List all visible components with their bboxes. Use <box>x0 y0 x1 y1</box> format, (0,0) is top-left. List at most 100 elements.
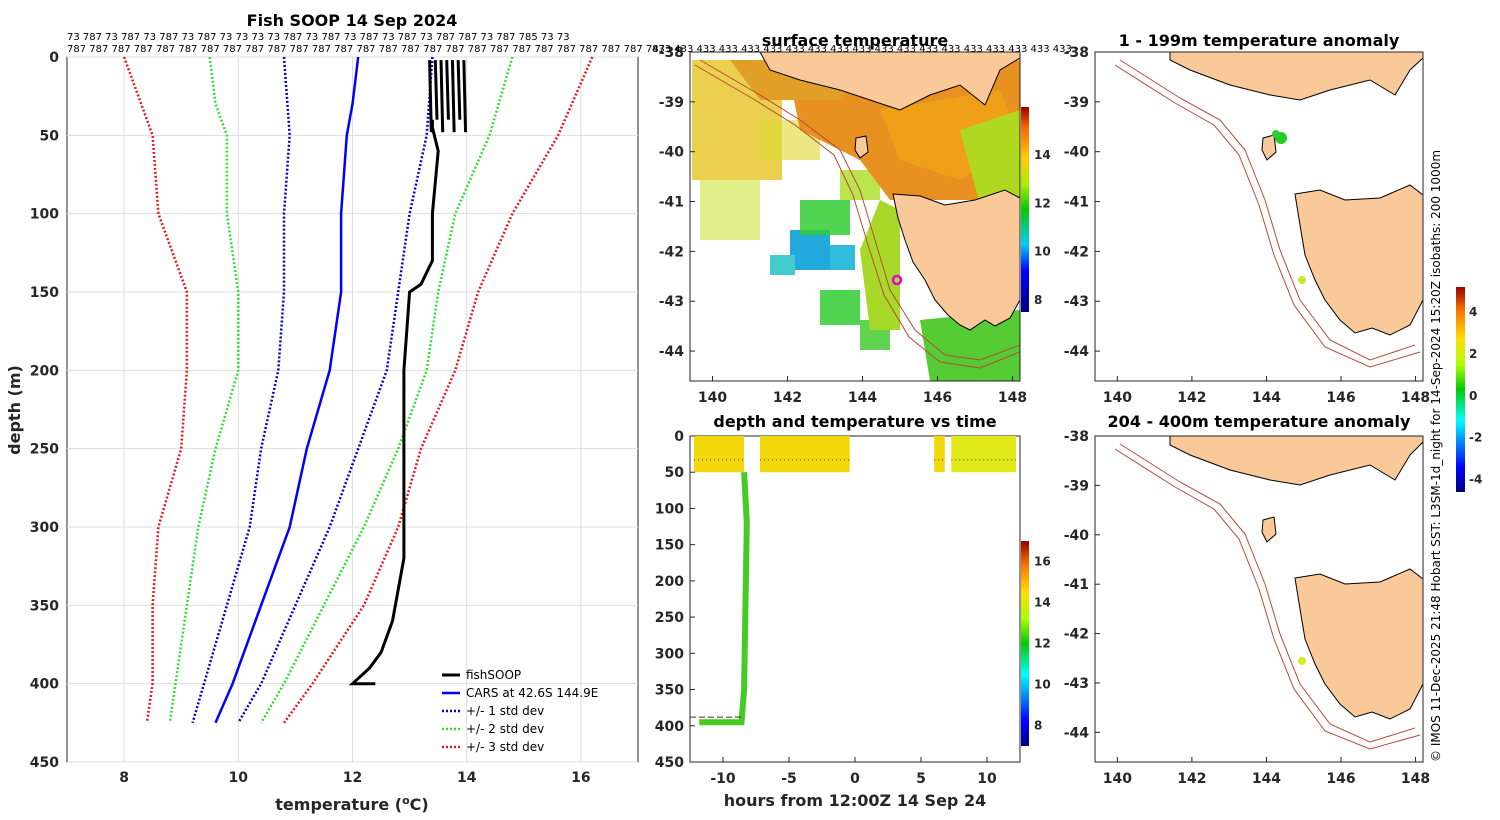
anom2-tasmania <box>1294 568 1424 720</box>
profile-xtick-label: 12 <box>343 770 362 786</box>
profile-xtick-label: 10 <box>229 770 249 786</box>
colorbar-tick-label: 10 <box>1034 678 1051 692</box>
map-ytick-label: -41 <box>1064 195 1089 211</box>
profile-fish-surface-trace <box>462 60 468 133</box>
colorbar-tick-label: 14 <box>1034 148 1051 162</box>
sst-isobath-1000 <box>694 64 1020 369</box>
anom1-isobath-200 <box>1119 59 1416 361</box>
map-xtick-label: 140 <box>698 390 727 406</box>
map-ytick-label: -40 <box>1064 145 1090 161</box>
sst-bass-strait-east <box>960 110 1020 205</box>
anom1-isobath-1000 <box>1114 64 1421 368</box>
time-colorbar-ticks: 8 10 12 14 16 <box>1034 555 1051 733</box>
sst-top-labels: 433 433 433 433 433 433 433 433 433 433 … <box>652 44 1072 55</box>
sst-field <box>692 52 1020 381</box>
sst-ticks: 140 142 144 146 148 -38 -39 -40 -41 -42 -43 -44 <box>659 45 1027 406</box>
profile-panel: 8 10 12 14 16 0 50 100 150 200 250 300 350 400 450 Fis… <box>5 11 665 814</box>
time-xtick-label: 5 <box>916 771 926 787</box>
time-title: depth and temperature vs time <box>713 412 996 431</box>
map-xtick-label: 140 <box>1103 771 1132 787</box>
map-ytick-label: -44 <box>659 344 685 360</box>
sst-west-coast-strip <box>860 200 900 330</box>
anom1-point-station <box>1298 276 1306 284</box>
map-ytick-label: -43 <box>1064 676 1089 692</box>
anom1-ticks: 140 142 144 146 148 -38 -39 -40 -41 -42 -43 -44 <box>1064 45 1430 406</box>
profile-line-cars <box>214 56 360 724</box>
profile-xtick-label: 8 <box>119 770 129 786</box>
sst-green-patch <box>800 200 850 235</box>
sst-tasmania <box>892 189 1020 331</box>
map-xtick-label: 146 <box>1326 771 1355 787</box>
anom2-point-station <box>1298 657 1306 665</box>
anom1-tasmania <box>1294 184 1424 336</box>
map-xtick-label: 148 <box>1401 771 1430 787</box>
map-xtick-label: 144 <box>1252 771 1281 787</box>
sst-green-patch-2 <box>820 290 860 325</box>
time-xtick-label: -10 <box>710 771 736 787</box>
profile-fish-surface-trace <box>439 60 445 133</box>
profile-ytick-label: 400 <box>30 677 59 693</box>
profile-legend: fishSOOP CARS at 42.6S 144.9E +/- 1 std … <box>442 668 598 754</box>
time-ytick-label: 250 <box>655 610 684 626</box>
map-ytick-label: -39 <box>659 95 684 111</box>
sst-cold-patch <box>790 230 830 270</box>
map-xtick-label: 142 <box>773 390 802 406</box>
profile-series <box>122 56 594 724</box>
colorbar-tick-label: 8 <box>1034 293 1042 307</box>
profile-ticks: 8 10 12 14 16 0 50 100 150 200 250 300 350 400 450 <box>30 50 591 786</box>
map-xtick-label: 146 <box>1326 390 1355 406</box>
anom-colorbar <box>1456 287 1465 492</box>
map-ytick-label: -43 <box>659 294 684 310</box>
sst-west-patch-2 <box>700 180 760 240</box>
colorbar-tick-label: 8 <box>1034 719 1042 733</box>
colorbar-tick-label: 10 <box>1034 245 1051 259</box>
profile-fish-surface-trace <box>456 60 462 120</box>
sst-panel: 140 142 144 146 148-38-39-40-41-42-43-44 sur… <box>652 31 1072 406</box>
map-xtick-label: 144 <box>848 390 877 406</box>
profile-line-minus3 <box>122 56 189 723</box>
anom1-point-bass-2 <box>1272 130 1280 138</box>
time-surface-segment <box>693 436 745 473</box>
anom1-title: 1 - 199m temperature anomaly <box>1119 31 1400 50</box>
anom1-panel: 140 142 144 146 148 -38 -39 -40 -41 -42 -43 -44 1 -… <box>1064 31 1430 406</box>
sst-cold-patch-3 <box>770 255 795 275</box>
profile-fish-surface-trace <box>428 60 433 133</box>
credit-text: © IMOS 11-Dec-2025 21:48 Hobart SST: L3S… <box>1429 150 1443 762</box>
map-ytick-label: -43 <box>1064 294 1089 310</box>
anom2-isobath-1000 <box>1114 448 1421 750</box>
profile-fish-surface-trace <box>433 60 439 120</box>
profile-line-fishsoop <box>348 119 440 686</box>
map-xtick-label: 148 <box>998 390 1027 406</box>
anom-colorbar-ticks: -4 -2 0 2 4 <box>1469 305 1482 486</box>
profile-ytick-label: 0 <box>49 50 59 66</box>
sst-title: surface temperature <box>762 31 949 50</box>
time-xtick-label: -5 <box>781 771 797 787</box>
map-ytick-label: -38 <box>1064 45 1089 61</box>
map-ytick-label: -41 <box>1064 577 1089 593</box>
colorbar-tick-label: 12 <box>1034 196 1051 210</box>
map-ytick-label: -40 <box>659 145 685 161</box>
sst-station-marker <box>891 274 903 286</box>
colorbar-tick-label: 16 <box>1034 555 1051 569</box>
profile-xlabel: temperature (oC) <box>275 794 428 814</box>
anom2-ticks: 140 142 144 146 148 -38 -39 -40 -41 -42 -43 -44 <box>1064 429 1430 787</box>
map-xtick-label: 142 <box>1177 771 1206 787</box>
colorbar-tick-label: 0 <box>1469 389 1477 403</box>
profile-xtick-label: 14 <box>457 770 477 786</box>
profile-ytick-label: 50 <box>40 128 60 144</box>
sst-mainland <box>759 52 1020 111</box>
map-ytick-label: -42 <box>1064 627 1089 643</box>
colorbar-tick-label: 2 <box>1469 347 1477 361</box>
time-ytick-label: 300 <box>655 646 684 662</box>
anom2-panel: 140 142 144 146 148-38-39-40-41-42-43-44 204… <box>1064 287 1482 787</box>
legend-fish-label: fishSOOP <box>466 668 521 682</box>
anom2-king-island <box>1261 516 1277 543</box>
map-ytick-label: -39 <box>1064 95 1089 111</box>
profile-line-plus2 <box>260 56 514 724</box>
map-ytick-label: -42 <box>659 244 684 260</box>
profile-top-labels-1: 73 787 73 787 73 787 73 787 73 73 73 73 … <box>67 32 570 43</box>
profile-line-plus1 <box>237 56 434 724</box>
profile-ytick-label: 250 <box>30 442 59 458</box>
